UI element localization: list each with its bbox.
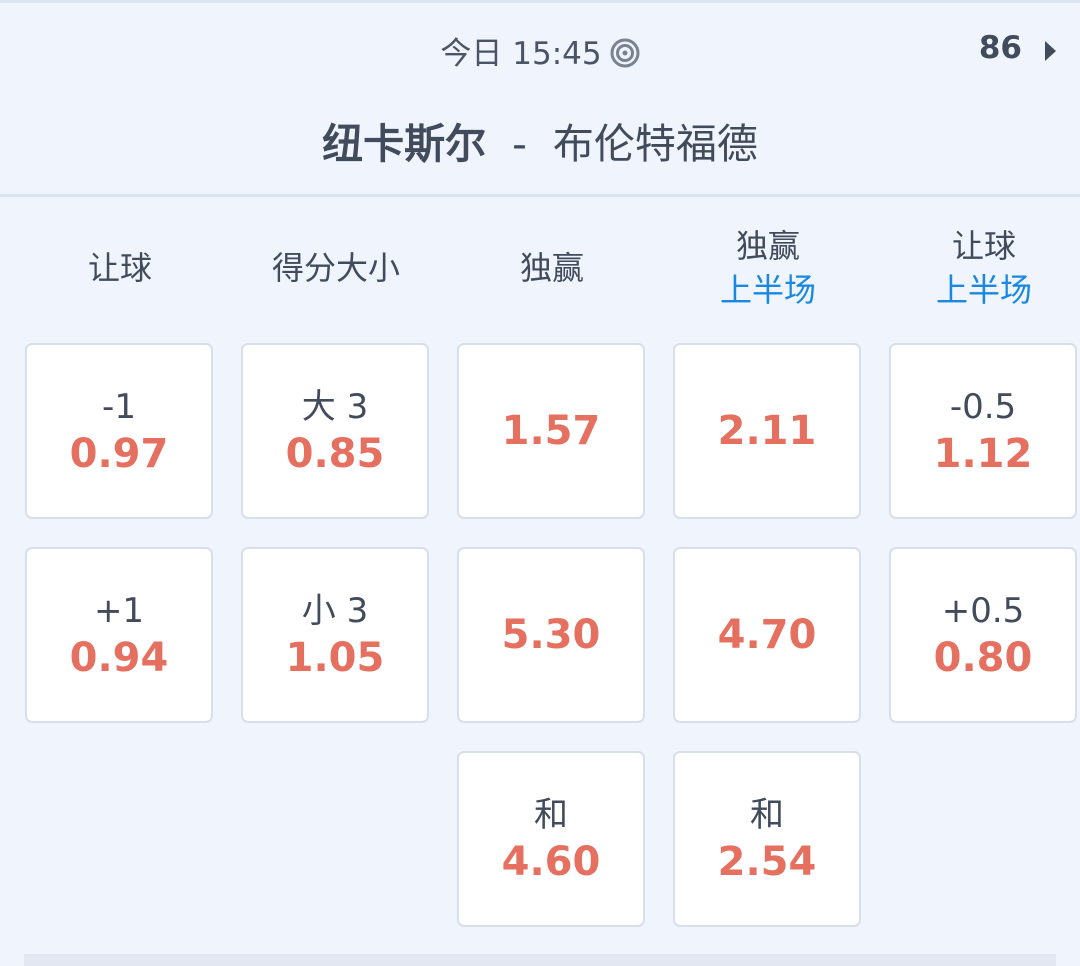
odds-value: 2.54 [717, 839, 817, 885]
away-team: 布伦特福德 [552, 120, 758, 168]
header-divider [0, 194, 1080, 197]
odds-value: 0.80 [933, 635, 1033, 681]
match-teams: 纽卡斯尔 - 布伦特福德 [0, 110, 1080, 170]
odds-button[interactable]: 和 2.54 [673, 751, 861, 927]
odds-value: 0.85 [285, 431, 385, 477]
team-separator: - [512, 120, 527, 168]
column-header: 让球 [20, 246, 220, 290]
odds-value: 4.60 [501, 839, 601, 885]
column-subtitle: 上半场 [935, 271, 1032, 309]
odds-label: 和 [750, 795, 784, 835]
column-title: 让球 [951, 227, 1016, 265]
odds-label: 和 [534, 795, 568, 835]
odds-button[interactable]: 小 3 1.05 [241, 547, 429, 723]
odds-button[interactable]: 2.11 [673, 343, 861, 519]
column-title: 让球 [87, 249, 152, 287]
odds-button[interactable]: +1 0.94 [25, 547, 213, 723]
column-subtitle: 上半场 [719, 271, 816, 309]
odds-value: 5.30 [501, 612, 601, 658]
odds-label: -0.5 [949, 387, 1017, 427]
column-title: 独赢 [735, 227, 800, 265]
bottom-panel [24, 954, 1056, 966]
column-header: 得分大小 [236, 246, 436, 290]
target-icon [610, 38, 640, 68]
odds-button[interactable]: 和 4.60 [457, 751, 645, 927]
column-header: 独赢 上半场 [668, 224, 868, 312]
column-header: 独赢 [452, 246, 652, 290]
odds-button[interactable]: 5.30 [457, 547, 645, 723]
odds-value: 0.94 [69, 635, 169, 681]
home-team: 纽卡斯尔 [322, 120, 487, 168]
odds-button[interactable]: +0.5 0.80 [889, 547, 1077, 723]
match-time-text: 今日 15:45 [440, 36, 602, 72]
odds-button[interactable]: 1.57 [457, 343, 645, 519]
odds-value: 1.57 [501, 408, 601, 454]
top-border [0, 0, 1080, 3]
match-time: 今日 15:45 [0, 28, 1080, 73]
odds-label: +0.5 [941, 591, 1025, 631]
column-title: 得分大小 [271, 249, 400, 287]
odds-label: 小 3 [301, 591, 369, 631]
odds-value: 4.70 [717, 612, 817, 658]
odds-label: -1 [102, 387, 136, 427]
odds-button[interactable]: 大 3 0.85 [241, 343, 429, 519]
odds-button[interactable]: -0.5 1.12 [889, 343, 1077, 519]
odds-value: 1.05 [285, 635, 385, 681]
caret-right-icon[interactable] [1045, 41, 1056, 61]
odds-button[interactable]: -1 0.97 [25, 343, 213, 519]
odds-value: 0.97 [69, 431, 169, 477]
column-title: 独赢 [519, 249, 584, 287]
odds-value: 2.11 [717, 408, 817, 454]
odds-value: 1.12 [933, 431, 1033, 477]
odds-label: 大 3 [301, 387, 369, 427]
more-markets-count[interactable]: 86 [978, 30, 1022, 66]
column-header: 让球 上半场 [884, 224, 1080, 312]
odds-label: +1 [93, 591, 145, 631]
odds-button[interactable]: 4.70 [673, 547, 861, 723]
